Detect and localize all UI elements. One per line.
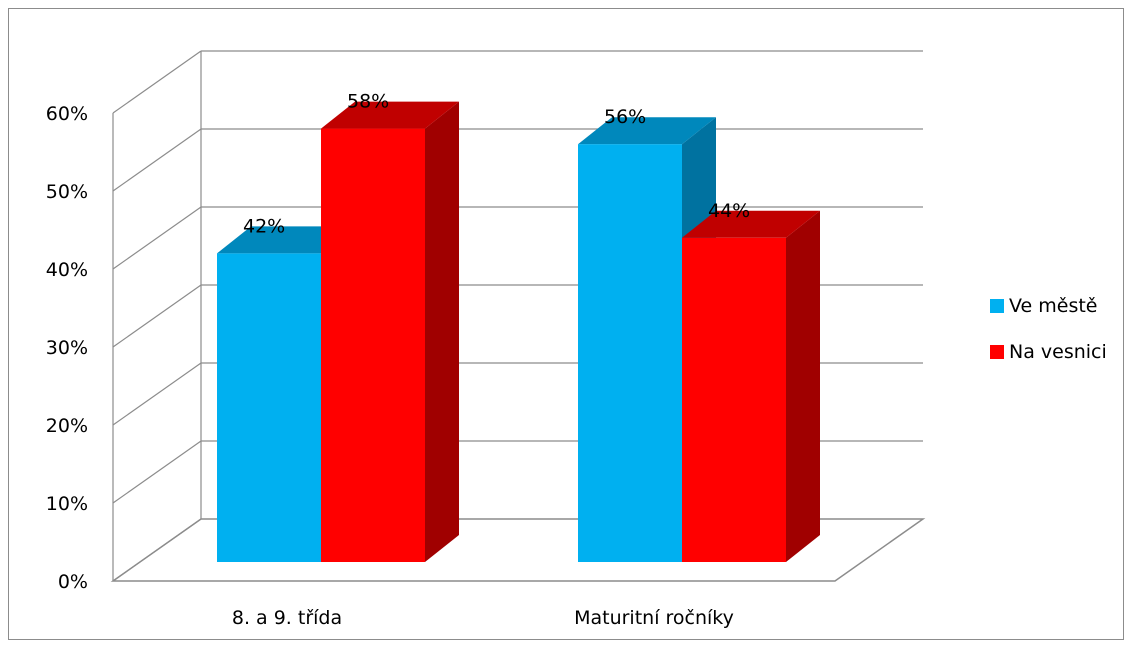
gridline-diagonal bbox=[113, 51, 201, 113]
x-axis-categories: 8. a 9. třída Maturitní ročníky bbox=[232, 607, 734, 629]
data-label: 58% bbox=[347, 91, 389, 113]
legend-label: Ve městě bbox=[1009, 295, 1098, 317]
gridline-diagonal bbox=[113, 363, 201, 425]
y-tick-label: 60% bbox=[46, 103, 88, 125]
legend-label: Na vesnici bbox=[1009, 341, 1107, 363]
y-tick-label: 30% bbox=[46, 337, 88, 359]
bar-na-vesnici bbox=[321, 129, 425, 562]
bar-ve-meste bbox=[217, 253, 321, 562]
bar-ve-meste bbox=[578, 144, 682, 562]
y-axis-ticks: 0% 10% 20% 30% 40% 50% 60% bbox=[46, 103, 88, 593]
legend-swatch-na-vesnici bbox=[990, 345, 1004, 359]
bars bbox=[217, 102, 820, 562]
gridline-diagonal bbox=[113, 441, 201, 503]
y-tick-label: 0% bbox=[58, 571, 88, 593]
y-tick-label: 20% bbox=[46, 415, 88, 437]
gridline-diagonal bbox=[113, 207, 201, 269]
x-category-label: 8. a 9. třída bbox=[232, 607, 342, 629]
data-label: 44% bbox=[708, 200, 750, 222]
gridline-diagonal bbox=[113, 129, 201, 191]
y-tick-label: 50% bbox=[46, 181, 88, 203]
legend: Ve městě Na vesnici bbox=[990, 295, 1107, 363]
bar-side bbox=[425, 102, 459, 562]
data-label: 42% bbox=[243, 215, 285, 237]
x-category-label: Maturitní ročníky bbox=[574, 607, 734, 629]
bar-na-vesnici bbox=[682, 238, 786, 562]
gridline-diagonal bbox=[113, 285, 201, 347]
gridline-diagonal bbox=[113, 519, 201, 581]
data-label: 56% bbox=[604, 106, 646, 128]
y-tick-label: 40% bbox=[46, 259, 88, 281]
legend-swatch-ve-meste bbox=[990, 299, 1004, 313]
bar-side bbox=[786, 211, 820, 562]
y-tick-label: 10% bbox=[46, 493, 88, 515]
